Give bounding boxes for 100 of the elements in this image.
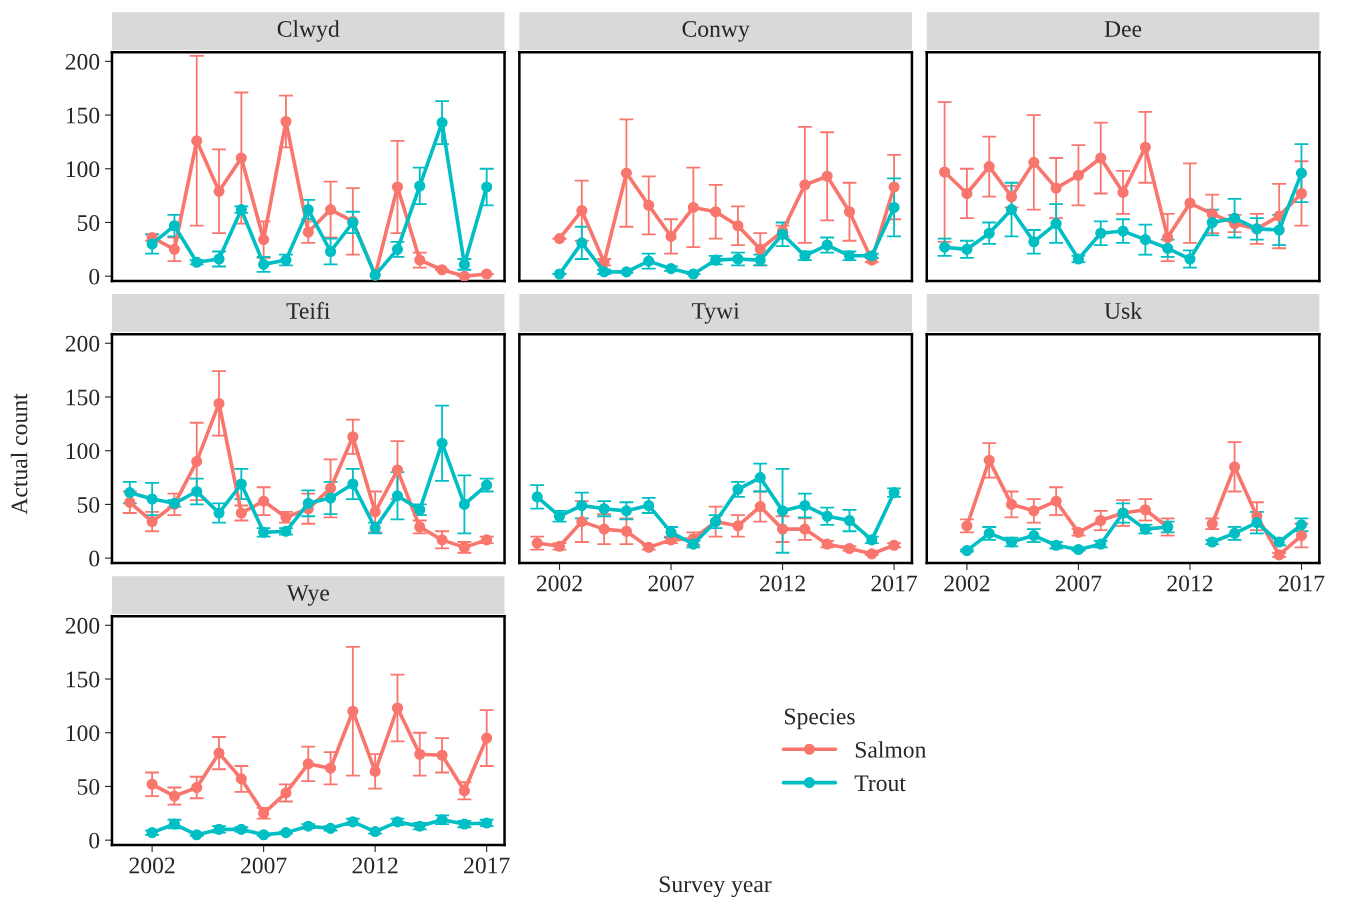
point bbox=[302, 497, 314, 509]
point bbox=[235, 478, 247, 490]
point bbox=[1139, 504, 1151, 516]
point bbox=[213, 747, 225, 759]
y-tick-label: 150 bbox=[66, 107, 100, 124]
point bbox=[436, 437, 448, 449]
point bbox=[732, 520, 744, 532]
point bbox=[1295, 187, 1308, 200]
point bbox=[213, 507, 225, 519]
point bbox=[347, 478, 359, 490]
point bbox=[620, 505, 632, 517]
point bbox=[280, 787, 292, 799]
point bbox=[1095, 227, 1107, 239]
point bbox=[643, 541, 655, 553]
point bbox=[777, 523, 789, 535]
point bbox=[1295, 530, 1308, 542]
point bbox=[1117, 225, 1129, 237]
point bbox=[1139, 141, 1151, 153]
point bbox=[436, 264, 448, 276]
point bbox=[146, 493, 158, 505]
y-tick-label: 150 bbox=[66, 389, 100, 406]
point bbox=[1095, 514, 1107, 527]
chart-title: Conwy bbox=[682, 21, 750, 42]
point bbox=[939, 166, 951, 178]
point bbox=[1295, 167, 1308, 179]
point bbox=[1139, 234, 1151, 246]
point bbox=[1206, 536, 1218, 548]
point bbox=[799, 499, 811, 512]
point bbox=[1206, 216, 1218, 229]
y-tick-label: 150 bbox=[66, 671, 100, 688]
y-tick-label: 100 bbox=[66, 161, 100, 178]
point bbox=[191, 781, 203, 794]
point bbox=[347, 431, 359, 443]
point bbox=[168, 790, 180, 802]
chart-title: Wye bbox=[286, 585, 329, 606]
x-axis-title: Survey year bbox=[659, 876, 772, 898]
point bbox=[1005, 204, 1018, 216]
point bbox=[531, 491, 543, 503]
point bbox=[235, 204, 247, 216]
point bbox=[481, 732, 493, 744]
point bbox=[732, 220, 744, 232]
point bbox=[324, 245, 337, 258]
point bbox=[961, 187, 973, 200]
chart-title: Clwyd bbox=[277, 20, 340, 42]
point bbox=[191, 485, 203, 498]
point bbox=[481, 181, 493, 193]
point bbox=[1050, 495, 1062, 507]
point bbox=[576, 237, 588, 249]
point bbox=[665, 263, 677, 275]
point bbox=[302, 758, 314, 770]
y-axis-title: Actual count bbox=[10, 393, 28, 515]
point bbox=[235, 773, 247, 785]
point bbox=[235, 823, 247, 835]
x-tick-label: 2007 bbox=[648, 575, 694, 592]
point bbox=[458, 498, 470, 510]
point bbox=[821, 510, 833, 522]
point bbox=[146, 238, 158, 250]
point bbox=[391, 702, 404, 714]
point bbox=[843, 206, 856, 218]
point bbox=[866, 548, 878, 560]
y-tick-label: 200 bbox=[65, 53, 100, 70]
point bbox=[576, 205, 588, 217]
point bbox=[576, 516, 588, 528]
y-tick-label: 200 bbox=[65, 335, 100, 352]
point bbox=[258, 495, 270, 507]
point bbox=[598, 523, 610, 535]
point bbox=[191, 455, 203, 467]
point bbox=[1117, 186, 1129, 198]
y-tick-label: 0 bbox=[89, 832, 100, 849]
legend-title: Species bbox=[785, 708, 855, 730]
point bbox=[888, 201, 900, 213]
point bbox=[324, 482, 337, 494]
point bbox=[146, 516, 158, 528]
point bbox=[687, 268, 699, 280]
point bbox=[983, 161, 995, 173]
x-tick-label: 2007 bbox=[1055, 575, 1102, 592]
point bbox=[1229, 212, 1241, 224]
point bbox=[576, 499, 588, 512]
point bbox=[799, 523, 811, 535]
point bbox=[1005, 536, 1018, 548]
point bbox=[191, 256, 203, 268]
x-tick-label: 2017 bbox=[871, 575, 918, 592]
point bbox=[754, 243, 766, 255]
point bbox=[213, 397, 225, 409]
point bbox=[481, 534, 493, 546]
point bbox=[414, 180, 426, 192]
point bbox=[414, 748, 426, 760]
point bbox=[1273, 224, 1285, 236]
point bbox=[391, 490, 404, 502]
point bbox=[436, 117, 448, 129]
point bbox=[777, 505, 789, 517]
point bbox=[620, 525, 632, 537]
point bbox=[983, 454, 995, 466]
point bbox=[553, 268, 566, 280]
point bbox=[369, 506, 381, 518]
point bbox=[843, 542, 856, 555]
point bbox=[258, 234, 270, 246]
point bbox=[391, 464, 404, 476]
point bbox=[1072, 543, 1084, 556]
point bbox=[324, 822, 337, 834]
